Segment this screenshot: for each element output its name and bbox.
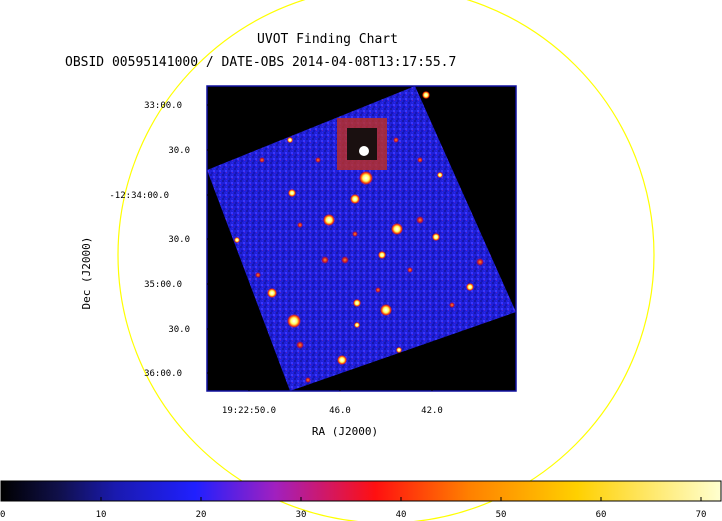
y-tick-label: 30.0 bbox=[168, 146, 190, 156]
star bbox=[255, 272, 261, 278]
star bbox=[315, 157, 321, 163]
star bbox=[321, 256, 329, 264]
star bbox=[287, 137, 293, 143]
star bbox=[296, 341, 304, 349]
y-tick-label: 33:00.0 bbox=[144, 101, 182, 111]
star bbox=[267, 288, 277, 298]
star bbox=[466, 283, 474, 291]
star bbox=[449, 302, 455, 308]
star bbox=[375, 287, 381, 293]
tick-marks bbox=[207, 104, 433, 391]
star bbox=[288, 189, 296, 197]
star bbox=[407, 267, 413, 273]
star bbox=[476, 258, 484, 266]
star bbox=[287, 314, 301, 328]
colorbar-tick-label: 70 bbox=[696, 510, 707, 520]
colorbar-tick-label: 60 bbox=[596, 510, 607, 520]
y-tick-label: 35:00.0 bbox=[144, 280, 182, 290]
star bbox=[353, 299, 361, 307]
star bbox=[323, 214, 335, 226]
star bbox=[417, 157, 423, 163]
star bbox=[422, 91, 430, 99]
y-tick-labels: 33:00.0 30.0 -12:34:00.0 30.0 35:00.0 30… bbox=[109, 101, 190, 379]
x-tick-label: 42.0 bbox=[421, 406, 443, 416]
star bbox=[259, 157, 265, 163]
x-tick-label: 46.0 bbox=[329, 406, 351, 416]
star bbox=[337, 355, 347, 365]
bright-source-peak bbox=[359, 146, 369, 156]
star bbox=[396, 347, 402, 353]
uvot-exposure bbox=[207, 86, 516, 391]
star bbox=[234, 237, 240, 243]
star bbox=[378, 251, 386, 259]
image-panel bbox=[206, 85, 517, 392]
colorbar-gradient bbox=[0, 480, 722, 502]
chart-subtitle: OBSID 00595141000 / DATE-OBS 2014-04-08T… bbox=[65, 55, 457, 70]
star bbox=[416, 216, 424, 224]
chart-title: UVOT Finding Chart bbox=[257, 32, 398, 47]
colorbar-ticks: 0 10 20 30 40 50 60 70 bbox=[0, 497, 706, 520]
star bbox=[393, 137, 399, 143]
star bbox=[350, 194, 360, 204]
x-tick-label: 19:22:50.0 bbox=[222, 406, 276, 416]
star bbox=[354, 322, 360, 328]
y-tick-label: 30.0 bbox=[168, 235, 190, 245]
y-tick-label: -12:34:00.0 bbox=[109, 191, 169, 201]
y-axis-label: Dec (J2000) bbox=[80, 237, 93, 310]
star bbox=[432, 233, 440, 241]
y-tick-label: 36:00.0 bbox=[144, 369, 182, 379]
field-of-view-circle bbox=[117, 0, 655, 521]
colorbar-tick-label: 40 bbox=[396, 510, 407, 520]
x-tick-labels: 19:22:50.0 46.0 42.0 bbox=[222, 406, 443, 416]
y-tick-label: 30.0 bbox=[168, 325, 190, 335]
colorbar: 0 10 20 30 40 50 60 70 bbox=[0, 480, 722, 520]
colorbar-tick-label: 0 bbox=[0, 510, 5, 520]
star bbox=[380, 304, 392, 316]
star bbox=[352, 231, 358, 237]
star bbox=[341, 256, 349, 264]
colorbar-tick-label: 30 bbox=[296, 510, 307, 520]
star bbox=[437, 172, 443, 178]
stars bbox=[234, 91, 484, 383]
colorbar-tick-label: 20 bbox=[196, 510, 207, 520]
star bbox=[297, 222, 303, 228]
star bbox=[305, 377, 311, 383]
star bbox=[359, 171, 373, 185]
x-axis-label: RA (J2000) bbox=[312, 425, 378, 438]
star bbox=[391, 223, 403, 235]
colorbar-tick-label: 50 bbox=[496, 510, 507, 520]
colorbar-tick-label: 10 bbox=[96, 510, 107, 520]
